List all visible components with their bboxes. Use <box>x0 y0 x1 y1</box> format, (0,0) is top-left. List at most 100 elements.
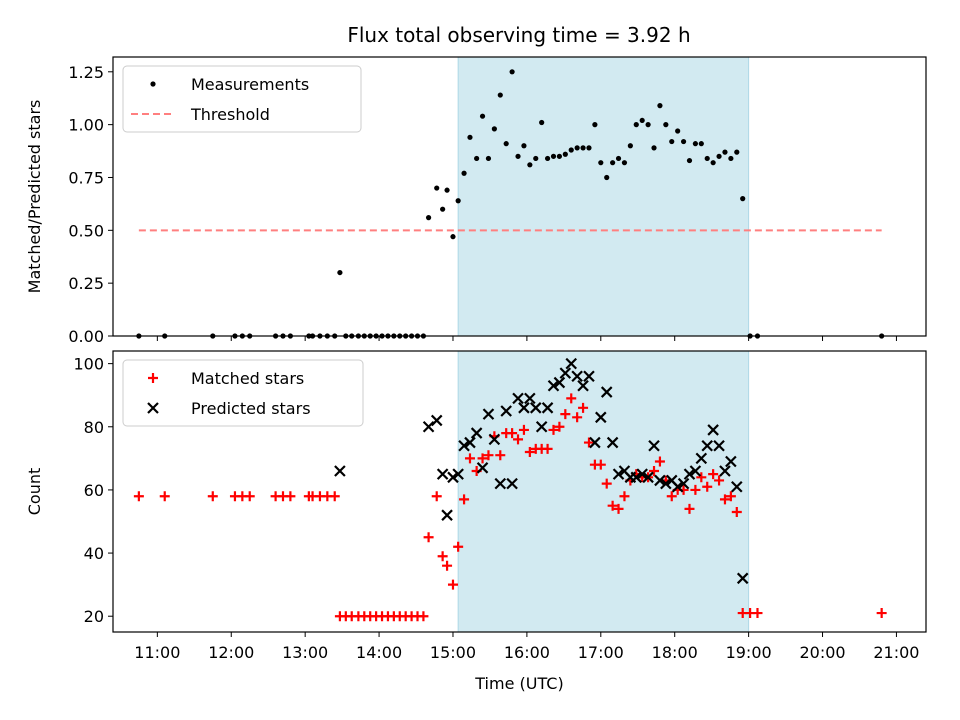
predicted-star-point <box>422 420 435 433</box>
measurement-point <box>533 155 539 162</box>
matched-star-point <box>159 491 170 502</box>
measurement-point <box>734 149 740 155</box>
y-axis-label: Count <box>25 468 44 516</box>
matched-star-point <box>578 402 589 413</box>
measurement-point <box>592 122 598 128</box>
matched-star-point <box>690 484 701 495</box>
matched-star-point <box>607 500 618 511</box>
predicted-star-point <box>494 477 507 490</box>
measurement-point <box>527 162 533 168</box>
matched-star-point <box>666 491 677 502</box>
matched-star-point <box>542 443 553 454</box>
matched-star-point <box>459 494 470 505</box>
matched-star-point <box>601 478 612 489</box>
measurement-point <box>698 141 704 147</box>
measurement-point <box>604 174 610 181</box>
x-tick-label: 12:00 <box>208 643 254 662</box>
measurement-point <box>562 151 568 157</box>
predicted-star-point <box>689 465 702 477</box>
measurement-point <box>627 143 633 149</box>
measurement-point <box>461 170 467 176</box>
y-tick-label: 100 <box>73 355 104 374</box>
measurement-point <box>692 141 699 147</box>
measurement-point <box>479 113 486 119</box>
x-axis-label: Time (UTC) <box>474 674 563 693</box>
predicted-star-point <box>518 402 530 414</box>
predicted-star-point <box>512 392 524 405</box>
measurement-point <box>639 117 645 124</box>
shaded-region <box>457 350 750 633</box>
bottom-panel: 20 40 60 80 100 11:00 12:00 13:00 14:00 15:00 16:0… <box>25 350 927 693</box>
measurement-point <box>728 155 734 162</box>
matched-star-point <box>477 453 488 464</box>
y-tick-label: 40 <box>84 544 104 563</box>
matched-star-point <box>285 491 296 502</box>
x-tick-label: 18:00 <box>652 643 698 662</box>
legend-swatch <box>148 373 158 383</box>
measurement-point <box>574 145 580 151</box>
predicted-star-point <box>695 452 708 465</box>
legend-label: Measurements <box>191 75 309 94</box>
matched-star-point <box>708 469 719 480</box>
predicted-star-point <box>547 379 560 392</box>
predicted-star-point <box>600 386 613 398</box>
measurement-point <box>521 143 527 149</box>
x-tick-label: 11:00 <box>134 643 180 662</box>
matched-star-point <box>133 491 144 502</box>
measurement-point <box>657 103 663 109</box>
measurement-point <box>580 145 586 151</box>
measurement-point <box>544 155 551 162</box>
matched-star-point <box>731 507 742 518</box>
measurement-point <box>491 126 497 132</box>
legend-label: Threshold <box>190 105 270 124</box>
predicted-star-point <box>636 468 648 480</box>
matched-star-point <box>572 412 583 423</box>
matched-star-point <box>702 481 713 492</box>
predicted-star-point <box>583 370 595 383</box>
measurement-point <box>515 153 521 159</box>
matched-star-point <box>483 450 494 461</box>
predicted-star-point <box>683 468 696 480</box>
matched-star-point <box>719 494 730 505</box>
predicted-star-point <box>565 357 578 370</box>
matched-star-point <box>554 421 565 432</box>
y-tick-label: 0.75 <box>68 168 104 187</box>
predicted-star-point <box>334 465 346 477</box>
matched-star-point <box>447 579 458 590</box>
predicted-star-point <box>719 465 731 477</box>
measurement-point <box>485 155 492 162</box>
y-tick-label: 20 <box>84 607 104 626</box>
predicted-star-point <box>541 402 554 414</box>
measurement-point <box>568 147 574 153</box>
y-tick-label: 0.50 <box>68 221 104 240</box>
x-tick-label: 17:00 <box>578 643 624 662</box>
shaded-region <box>457 56 750 337</box>
x-tick-label: 16:00 <box>504 643 550 662</box>
measurement-point <box>663 122 669 128</box>
legend-swatch <box>150 81 156 87</box>
predicted-star-point <box>577 379 589 392</box>
legend-label: Predicted stars <box>191 399 311 418</box>
matched-star-point <box>876 608 887 619</box>
legend-box <box>122 65 362 133</box>
matched-star-point <box>560 409 571 420</box>
measurement-point <box>686 157 693 164</box>
measurement-point <box>586 145 592 151</box>
predicted-star-point <box>524 392 536 405</box>
matched-star-point <box>654 456 665 467</box>
measurement-point <box>556 153 563 159</box>
y-tick-label: 0.25 <box>68 274 104 293</box>
matched-star-point <box>423 532 434 543</box>
predicted-star-point <box>464 436 476 449</box>
matched-star-point <box>495 450 506 461</box>
matched-star-point <box>714 475 725 486</box>
matched-star-point <box>207 491 218 502</box>
predicted-star-point <box>529 402 542 414</box>
matched-star-point <box>464 453 475 464</box>
predicted-star-point <box>500 405 512 417</box>
measurement-point <box>633 122 639 128</box>
measurement-point <box>497 92 503 98</box>
measurement-point <box>610 160 616 166</box>
y-tick-label: 60 <box>84 481 104 500</box>
